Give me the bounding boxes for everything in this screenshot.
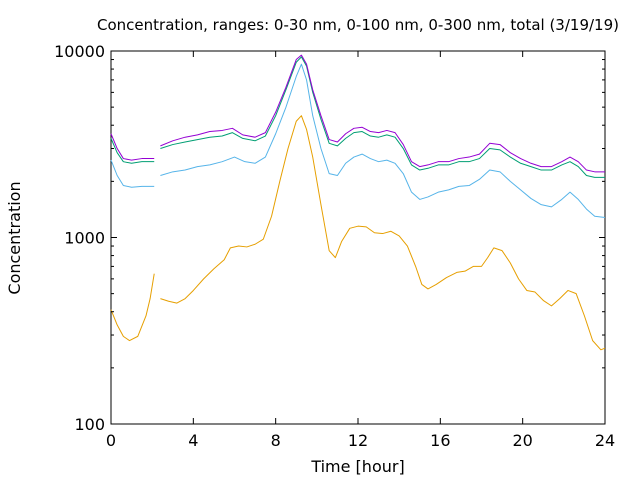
y-tick-label: 1000 — [64, 229, 105, 248]
series-2-line — [110, 159, 155, 188]
y-tick-label: 10000 — [54, 42, 105, 61]
y-tick-label: 100 — [74, 415, 105, 434]
x-tick-label: 12 — [348, 431, 368, 450]
series-layer — [110, 54, 606, 351]
chart-title: Concentration, ranges: 0-30 nm, 0-100 nm… — [97, 16, 619, 34]
series-3-line — [110, 138, 155, 164]
y-axis-title: Concentration — [5, 181, 24, 294]
x-tick-label: 24 — [595, 431, 615, 450]
ticks-layer: 0 4 8 12 16 20 24 100 1000 10000 — [54, 42, 615, 450]
x-axis-title: Time [hour] — [310, 457, 404, 476]
series-4-line — [160, 54, 605, 173]
series-3-line — [160, 56, 605, 178]
plot-area — [110, 50, 606, 425]
series-1-line — [110, 273, 155, 342]
plot-frame — [110, 50, 606, 425]
series-2-line — [160, 63, 606, 219]
x-tick-label: 4 — [188, 431, 198, 450]
series-4-line — [110, 133, 155, 161]
x-tick-label: 16 — [430, 431, 450, 450]
x-tick-label: 20 — [512, 431, 532, 450]
x-tick-label: 0 — [106, 431, 116, 450]
x-tick-label: 8 — [271, 431, 281, 450]
series-1-line — [160, 115, 606, 351]
